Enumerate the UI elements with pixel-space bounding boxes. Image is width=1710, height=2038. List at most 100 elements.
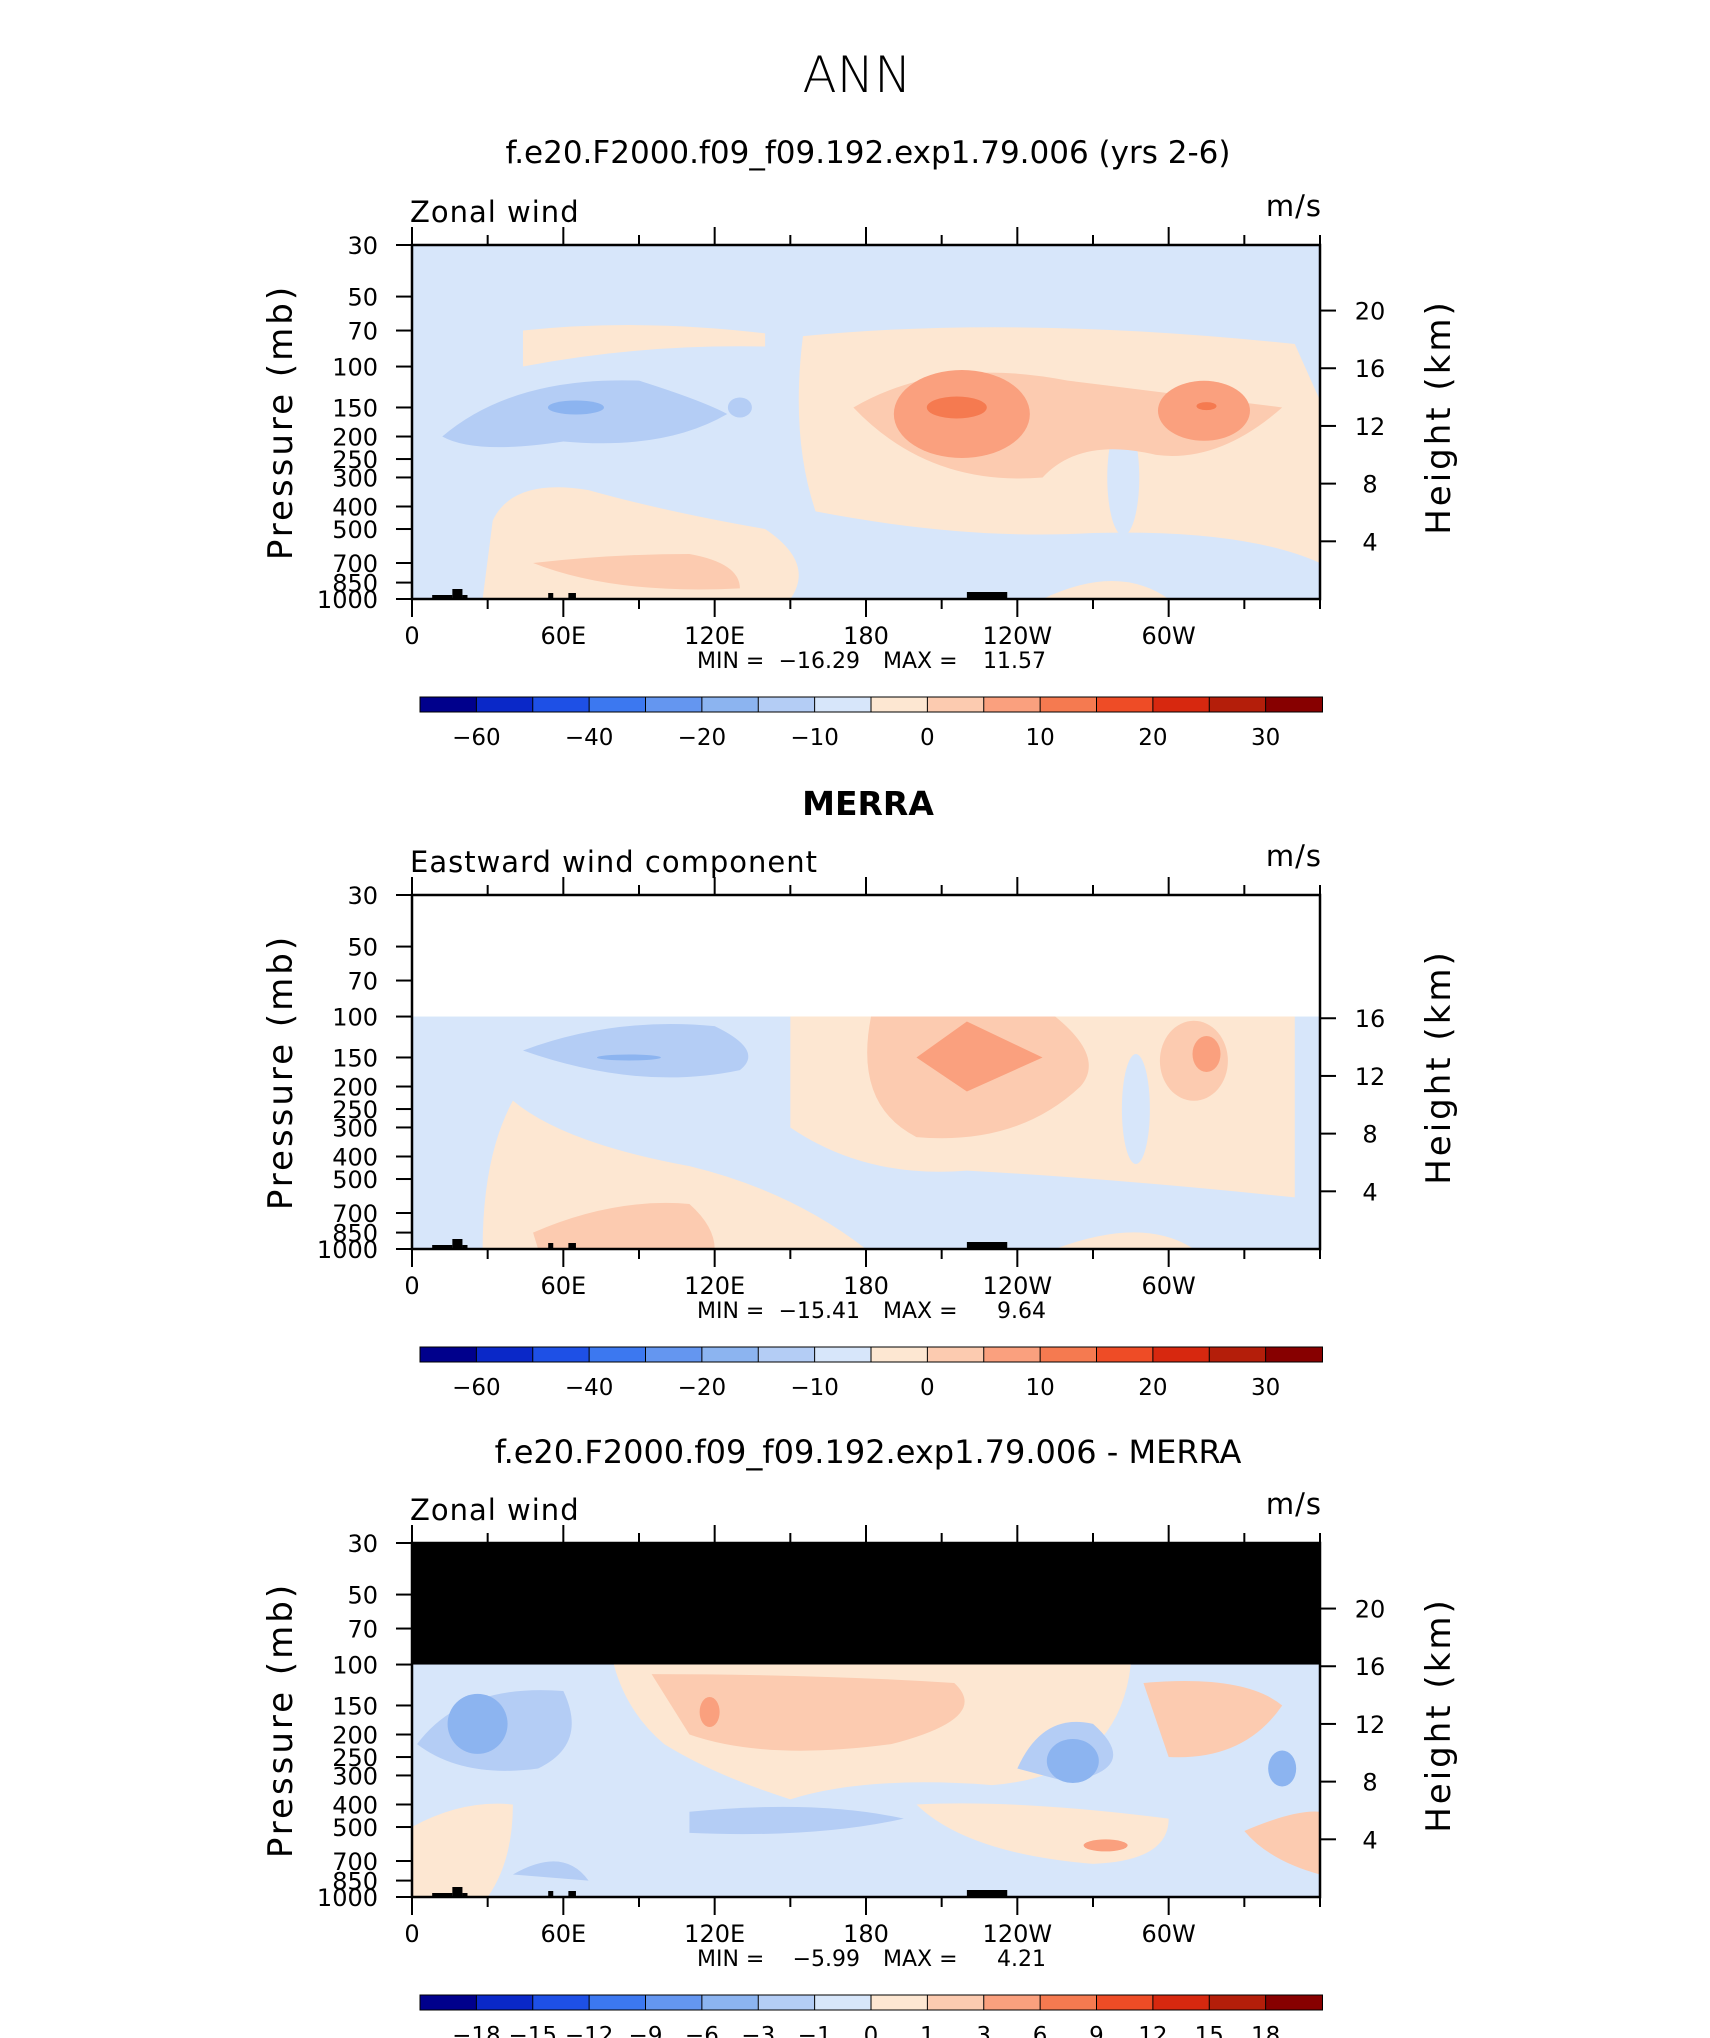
colorbar-swatch <box>532 696 591 713</box>
max-label: MAX = <box>883 1299 958 1324</box>
colorbar-label: 9 <box>1089 2023 1104 2038</box>
colorbar-label: 6 <box>1033 2023 1048 2038</box>
colorbar-swatch <box>814 1994 872 2011</box>
colorbar-label: −15 <box>508 2023 557 2038</box>
y-tick-label: 30 <box>347 232 378 260</box>
colorbar-label: −40 <box>565 725 614 751</box>
units-label: m/s <box>1266 839 1322 873</box>
topography <box>432 1245 453 1249</box>
topography <box>548 1243 554 1249</box>
colorbar-label: 30 <box>1251 1375 1280 1401</box>
y-tick-label: 1000 <box>317 1236 378 1264</box>
y-tick-label: 70 <box>347 1616 378 1644</box>
panel-title: f.e20.F2000.f09_f09.192.exp1.79.006 (yrs… <box>506 135 1231 171</box>
y2-tick-label: 16 <box>1355 1653 1386 1681</box>
y-tick-label: 700 <box>332 1848 378 1876</box>
topography <box>966 592 1008 599</box>
colorbar-swatch <box>1152 1346 1211 1363</box>
y-tick-label: 50 <box>347 934 378 962</box>
colorbar-swatch <box>1208 1994 1267 2011</box>
y-tick-label: 50 <box>347 1582 378 1610</box>
contour-field <box>412 245 1320 599</box>
colorbar-swatch <box>757 1994 816 2011</box>
y-tick-label: 70 <box>347 968 378 996</box>
colorbar-swatch <box>1152 1994 1211 2011</box>
y-tick-label: 1000 <box>317 586 378 614</box>
y-tick-label: 700 <box>332 550 378 578</box>
colorbar-swatch <box>814 696 872 713</box>
y-tick-label: 150 <box>332 394 378 422</box>
colorbar: −60 −40 −20 −10 0 10 20 30 <box>419 1346 1323 1401</box>
y-tick-label: 70 <box>347 318 378 346</box>
colorbar-label: 15 <box>1195 2023 1224 2038</box>
y2-axis-title: Height (km) <box>1419 949 1459 1185</box>
y-tick-label: 250 <box>332 446 378 474</box>
topography <box>452 589 463 599</box>
topography <box>452 1887 463 1897</box>
x-tick-label: 120W <box>983 622 1053 650</box>
colorbar-swatch <box>419 1346 478 1363</box>
colorbar-swatch <box>1096 1994 1154 2011</box>
y-axis-title: Pressure (mb) <box>261 284 301 560</box>
max-value: 4.21 <box>997 1947 1046 1972</box>
max-label: MAX = <box>883 1947 958 1972</box>
min-label: MIN = <box>697 1299 764 1324</box>
y-tick-label: 400 <box>332 493 378 521</box>
colorbar-swatch <box>1208 696 1267 713</box>
topography <box>462 1245 468 1249</box>
colorbar-swatch <box>1039 1994 1098 2011</box>
contour-field <box>412 895 1320 1249</box>
topography <box>548 593 554 599</box>
colorbar-swatch <box>1208 1346 1267 1363</box>
topography <box>568 1243 576 1249</box>
colorbar-swatch <box>757 696 816 713</box>
colorbar-label: −1 <box>798 2023 832 2038</box>
y-axis-title: Pressure (mb) <box>261 934 301 1210</box>
colorbar-label: 20 <box>1138 1375 1167 1401</box>
y2-tick-label: 20 <box>1355 1596 1386 1624</box>
colorbar-swatch <box>419 1994 478 2011</box>
y-tick-label: 1000 <box>317 1884 378 1912</box>
colorbar-swatch <box>983 696 1042 713</box>
x-tick-label: 120W <box>983 1920 1053 1948</box>
colorbar-label: −20 <box>678 725 727 751</box>
x-tick-label: 60W <box>1142 622 1196 650</box>
y2-tick-label: 12 <box>1355 413 1386 441</box>
y-tick-label: 400 <box>332 1143 378 1171</box>
x-tick-label: 60E <box>540 622 586 650</box>
colorbar-label: −20 <box>678 1375 727 1401</box>
colorbar-swatch <box>983 1994 1042 2011</box>
y-tick-label: 850 <box>332 570 378 598</box>
contour-field <box>412 1543 1320 1897</box>
y2-tick-label: 4 <box>1362 528 1377 556</box>
colorbar-swatch <box>532 1994 591 2011</box>
y-tick-label: 100 <box>332 1652 378 1680</box>
y2-tick-label: 8 <box>1362 1121 1377 1149</box>
colorbar-label: −60 <box>452 1375 501 1401</box>
x-tick-label: 180 <box>843 1272 889 1300</box>
y-tick-label: 30 <box>347 1530 378 1558</box>
y-tick-label: 150 <box>332 1692 378 1720</box>
colorbar-swatch <box>870 1346 929 1363</box>
units-label: m/s <box>1266 1487 1322 1521</box>
units-label: m/s <box>1266 189 1322 223</box>
colorbar-swatch <box>645 696 703 713</box>
colorbar-label: −40 <box>565 1375 614 1401</box>
colorbar-swatch <box>870 696 929 713</box>
colorbar-label: −9 <box>629 2023 663 2038</box>
colorbar-label: 10 <box>1025 725 1054 751</box>
colorbar-label: 0 <box>864 2023 879 2038</box>
colorbar-label: 20 <box>1138 725 1167 751</box>
colorbar-label: −18 <box>452 2023 501 2038</box>
topography <box>966 1890 1008 1897</box>
max-value: 9.64 <box>997 1299 1046 1324</box>
x-tick-label: 60E <box>540 1920 586 1948</box>
colorbar-swatch <box>870 1994 929 2011</box>
topography <box>568 593 576 599</box>
max-value: 11.57 <box>983 649 1046 674</box>
y-tick-label: 700 <box>332 1200 378 1228</box>
min-label: MIN = <box>697 649 764 674</box>
field-label: Zonal wind <box>410 195 580 229</box>
topography <box>452 1239 463 1249</box>
